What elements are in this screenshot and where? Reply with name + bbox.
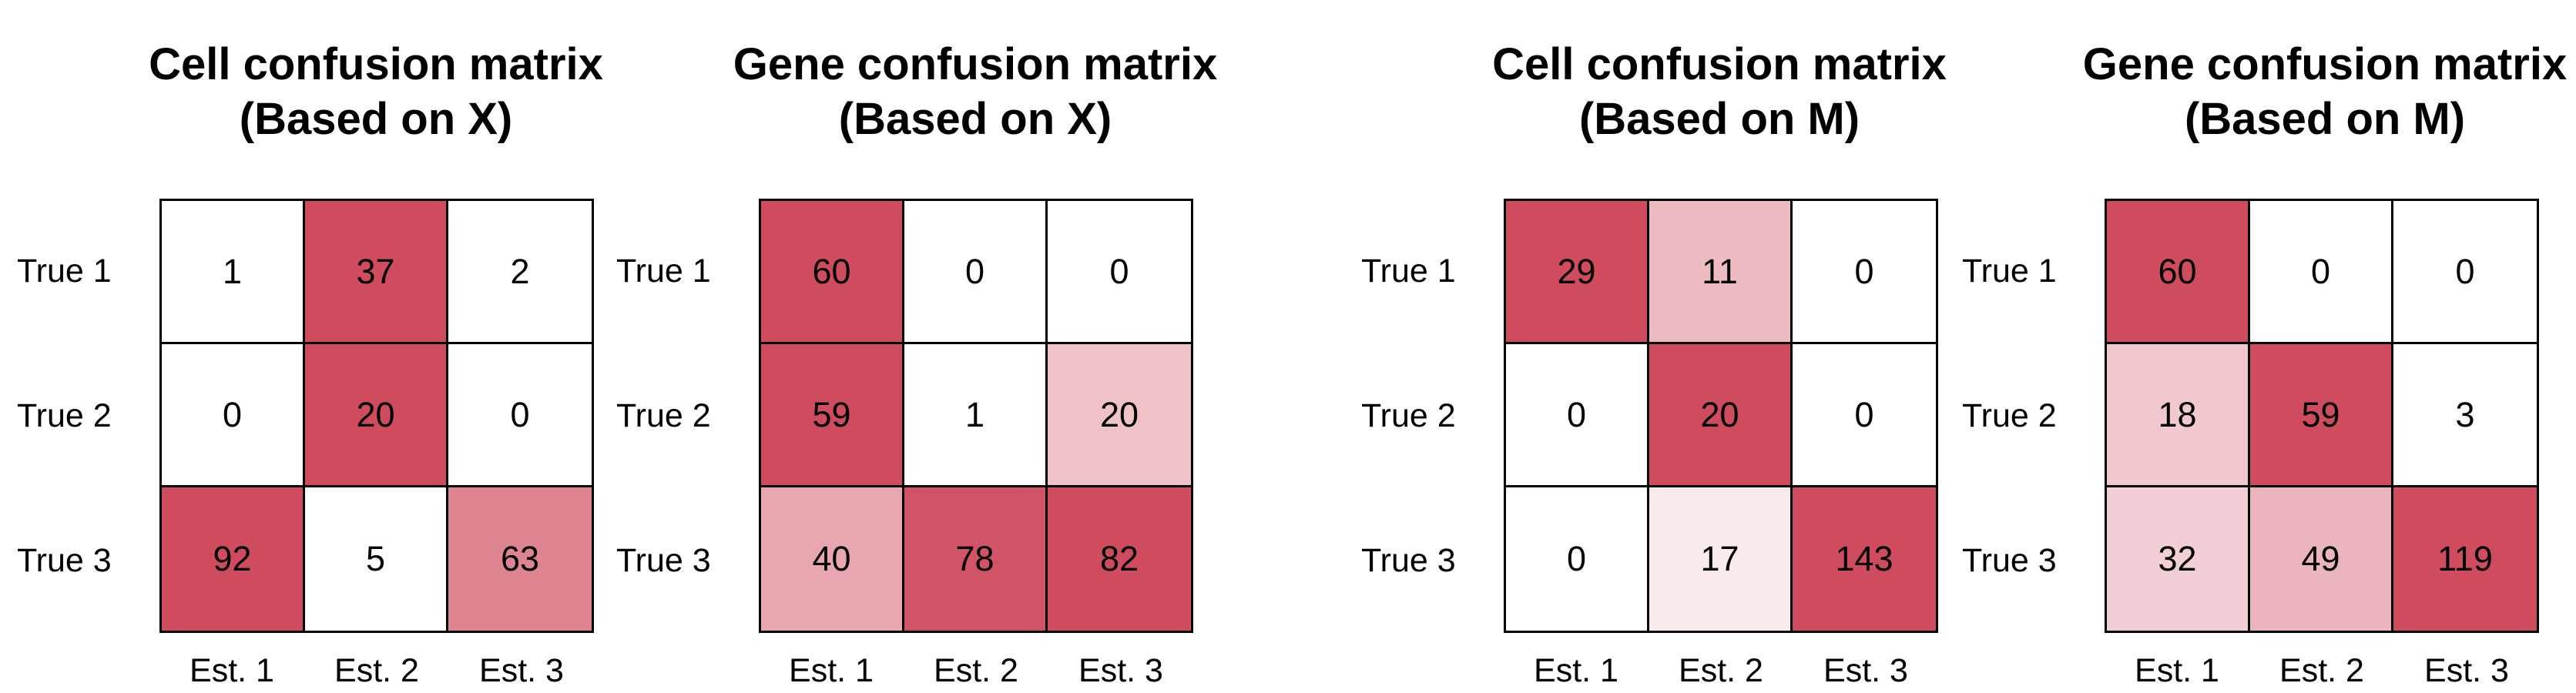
matrix-cell: 119	[2393, 487, 2537, 631]
matrix-cell: 0	[1793, 344, 1936, 487]
row-label: True 1	[616, 253, 711, 290]
matrix-cell: 5	[305, 487, 448, 631]
chart-title-line: Cell confusion matrix	[1492, 39, 1947, 89]
matrix-cell: 17	[1649, 487, 1793, 631]
matrix-cell: 59	[761, 344, 904, 487]
matrix-cell: 37	[305, 201, 448, 344]
row-label: True 2	[17, 397, 112, 434]
matrix-cell: 60	[2107, 201, 2250, 344]
matrix-cell: 32	[2107, 487, 2250, 631]
column-label: Est. 1	[789, 652, 874, 689]
chart-title-line: (Based on M)	[1578, 94, 1860, 144]
column-label: Est. 3	[1078, 652, 1163, 689]
matrix-cell: 78	[904, 487, 1048, 631]
column-label: Est. 1	[1534, 652, 1618, 689]
matrix-cell: 0	[2250, 201, 2393, 344]
column-label: Est. 2	[934, 652, 1018, 689]
row-label: True 3	[1361, 542, 1456, 579]
matrix-cell: 29	[1506, 201, 1649, 344]
chart-title: Cell confusion matrix (Based on M)	[1411, 37, 2028, 146]
row-label: True 3	[616, 542, 711, 579]
matrix-cell: 0	[448, 344, 592, 487]
matrix-cell: 0	[1506, 344, 1649, 487]
matrix-cell: 0	[1506, 487, 1649, 631]
confusion-matrix-grid: 60 0 0 18 59 3 32 49 119	[2105, 199, 2539, 633]
chart-title-line: (Based on X)	[239, 94, 513, 144]
row-label: True 2	[616, 397, 711, 434]
matrix-cell: 20	[1649, 344, 1793, 487]
row-label: True 1	[1361, 253, 1456, 290]
matrix-cell: 20	[1048, 344, 1191, 487]
matrix-cell: 92	[162, 487, 305, 631]
matrix-cell: 59	[2250, 344, 2393, 487]
chart-title-line: Gene confusion matrix	[733, 39, 1218, 89]
row-label: True 2	[1361, 397, 1456, 434]
chart-title-line: (Based on X)	[838, 94, 1112, 144]
matrix-cell: 20	[305, 344, 448, 487]
matrix-cell: 143	[1793, 487, 1936, 631]
matrix-cell: 11	[1649, 201, 1793, 344]
column-label: Est. 2	[1679, 652, 1763, 689]
matrix-cell: 82	[1048, 487, 1191, 631]
row-label: True 1	[1962, 253, 2057, 290]
matrix-cell: 2	[448, 201, 592, 344]
matrix-cell: 0	[1048, 201, 1191, 344]
matrix-cell: 0	[2393, 201, 2537, 344]
column-label: Est. 1	[2135, 652, 2219, 689]
confusion-matrix-grid: 60 0 0 59 1 20 40 78 82	[759, 199, 1193, 633]
row-label: True 2	[1962, 397, 2057, 434]
column-label: Est. 1	[190, 652, 274, 689]
column-label: Est. 3	[479, 652, 564, 689]
chart-title-line: Gene confusion matrix	[2082, 39, 2568, 89]
chart-title-line: Cell confusion matrix	[149, 39, 603, 89]
matrix-cell: 60	[761, 201, 904, 344]
matrix-cell: 49	[2250, 487, 2393, 631]
chart-title-line: (Based on M)	[2184, 94, 2466, 144]
chart-title: Cell confusion matrix (Based on X)	[68, 37, 684, 146]
matrix-cell: 3	[2393, 344, 2537, 487]
matrix-cell: 40	[761, 487, 904, 631]
row-label: True 1	[17, 253, 112, 290]
matrix-cell: 0	[162, 344, 305, 487]
matrix-cell: 1	[904, 344, 1048, 487]
matrix-cell: 0	[904, 201, 1048, 344]
row-label: True 3	[1962, 542, 2057, 579]
matrix-cell: 18	[2107, 344, 2250, 487]
confusion-matrix-grid: 29 11 0 0 20 0 0 17 143	[1504, 199, 1938, 633]
column-label: Est. 2	[2279, 652, 2364, 689]
chart-title: Gene confusion matrix (Based on X)	[667, 37, 1283, 146]
row-label: True 3	[17, 542, 112, 579]
column-label: Est. 3	[2424, 652, 2509, 689]
chart-title: Gene confusion matrix (Based on M)	[2017, 37, 2576, 146]
confusion-matrix-grid: 1 37 2 0 20 0 92 5 63	[159, 199, 594, 633]
matrix-cell: 0	[1793, 201, 1936, 344]
column-label: Est. 3	[1823, 652, 1908, 689]
matrix-cell: 1	[162, 201, 305, 344]
matrix-cell: 63	[448, 487, 592, 631]
column-label: Est. 2	[334, 652, 419, 689]
